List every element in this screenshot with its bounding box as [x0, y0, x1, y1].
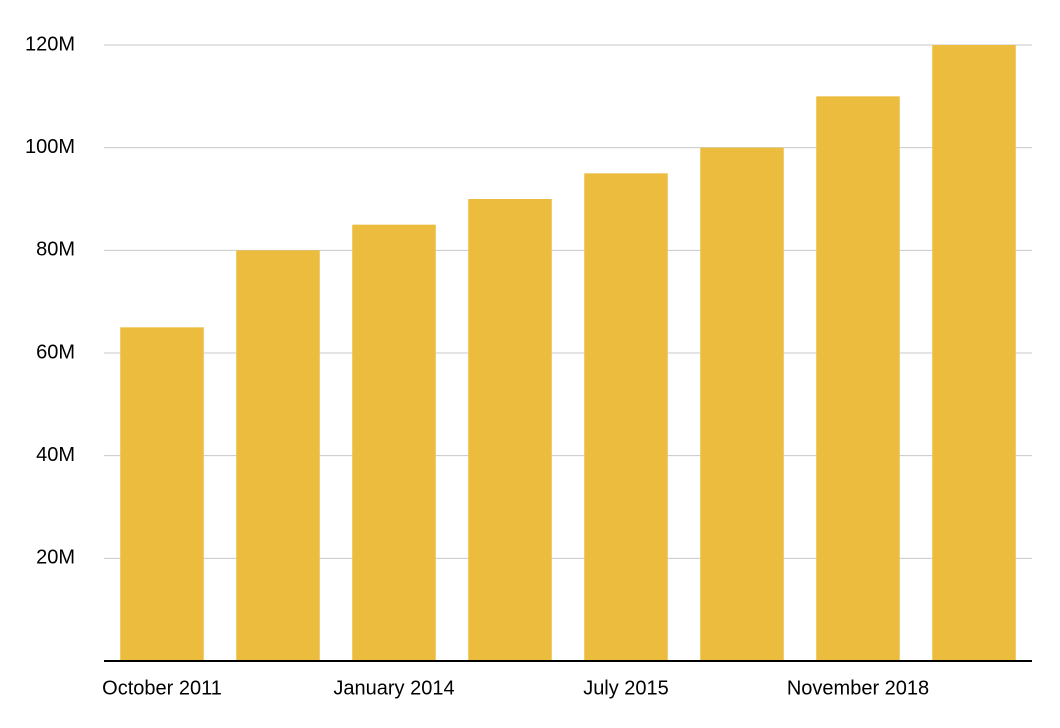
bar	[468, 199, 552, 661]
y-tick-label: 40M	[36, 444, 75, 466]
y-tick-label: 100M	[25, 136, 75, 158]
x-tick-label: November 2018	[787, 677, 929, 699]
bar	[236, 250, 320, 662]
bar	[932, 45, 1016, 661]
bar	[352, 224, 436, 661]
bar	[816, 96, 900, 662]
x-tick-label: October 2011	[102, 677, 222, 699]
bar	[700, 147, 784, 661]
x-tick-label: January 2014	[333, 677, 454, 699]
bar	[584, 173, 668, 662]
y-tick-label: 120M	[25, 33, 75, 55]
x-tick-label: July 2015	[583, 677, 669, 699]
bar	[120, 327, 204, 661]
y-tick-label: 60M	[36, 341, 75, 363]
y-tick-label: 80M	[36, 239, 75, 261]
y-tick-label: 20M	[36, 547, 75, 569]
